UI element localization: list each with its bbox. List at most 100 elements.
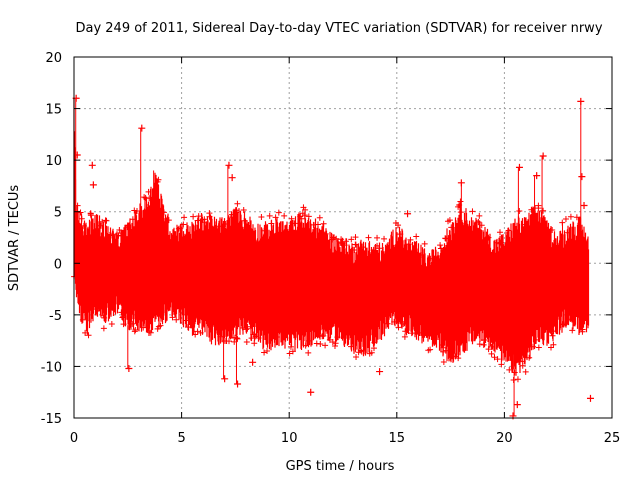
data-point — [120, 321, 127, 328]
data-point — [206, 213, 213, 220]
data-point — [516, 207, 523, 214]
data-point — [497, 240, 504, 247]
axis-ticks: 0 5 10 15 20 25 -15 -10 -5 0 5 10 15 20 — [41, 51, 621, 446]
data-point — [217, 333, 224, 340]
y-tick-label: -10 — [41, 360, 62, 375]
data-point — [281, 212, 288, 219]
data-point — [322, 342, 329, 349]
data-point — [578, 173, 586, 181]
data-point — [302, 342, 309, 349]
data-point — [366, 350, 373, 357]
data-point — [77, 209, 84, 216]
data-point — [243, 339, 250, 346]
data-point — [485, 234, 492, 241]
data-point — [234, 380, 242, 388]
data-point — [455, 203, 462, 210]
data-point — [567, 213, 574, 220]
data-point — [306, 337, 313, 344]
data-point — [286, 350, 293, 357]
data-point — [118, 230, 125, 237]
data-point — [535, 202, 542, 209]
data-point — [421, 240, 428, 247]
data-point — [405, 241, 412, 248]
data-point — [569, 316, 576, 323]
data-point — [513, 401, 521, 409]
data-point — [251, 340, 258, 347]
data-point — [442, 235, 449, 242]
data-point — [305, 349, 312, 356]
data-point — [287, 343, 294, 350]
data-point — [448, 224, 455, 231]
data-point — [291, 220, 298, 227]
data-point — [225, 338, 232, 345]
data-point — [299, 210, 306, 217]
data-point — [353, 353, 360, 360]
data-point — [404, 210, 412, 218]
data-point — [455, 355, 462, 362]
data-point — [134, 208, 141, 215]
data-point — [320, 332, 327, 339]
data-point — [102, 217, 109, 224]
y-tick-label: -5 — [49, 309, 62, 324]
data-point — [374, 234, 381, 241]
data-point — [124, 224, 131, 231]
data-point — [315, 331, 322, 338]
data-point — [400, 320, 407, 327]
data-point — [165, 217, 172, 224]
data-point — [268, 220, 275, 227]
data-point — [300, 204, 307, 211]
data-point — [528, 206, 535, 213]
data-point — [266, 212, 273, 219]
data-point — [348, 343, 355, 350]
data-point — [228, 211, 235, 218]
data-point — [184, 324, 191, 331]
data-point — [505, 227, 512, 234]
data-point — [402, 328, 409, 335]
data-point — [371, 339, 378, 346]
data-point — [457, 198, 464, 205]
data-point — [275, 209, 282, 216]
data-point — [365, 234, 372, 241]
x-tick-label: 20 — [496, 431, 513, 446]
data-point — [131, 207, 138, 214]
x-tick-label: 25 — [604, 431, 621, 446]
data-point — [80, 222, 87, 229]
plot-frame — [73, 56, 613, 419]
data-point — [351, 247, 358, 254]
data-point — [192, 331, 199, 338]
data-point — [248, 335, 255, 342]
data-point — [476, 212, 483, 219]
data-point — [175, 225, 182, 232]
data-point — [110, 231, 117, 238]
data-point — [496, 229, 503, 236]
data-point — [506, 366, 513, 373]
data-point — [79, 316, 86, 323]
data-point — [515, 163, 523, 171]
data-point — [560, 321, 567, 328]
data-point — [384, 320, 391, 327]
data-point — [141, 194, 148, 201]
data-point — [228, 174, 236, 182]
data-point — [348, 236, 355, 243]
data-point — [493, 239, 500, 246]
data-point — [333, 235, 340, 242]
data-point — [332, 340, 339, 347]
data-point — [183, 317, 190, 324]
x-axis-label: GPS time / hours — [286, 459, 395, 474]
data-point — [395, 324, 402, 331]
data-point — [157, 322, 164, 329]
data-point — [533, 172, 541, 180]
data-point — [395, 318, 402, 325]
data-point — [476, 341, 483, 348]
x-tick-label: 15 — [389, 431, 406, 446]
data-point — [407, 236, 414, 243]
y-tick-label: 15 — [45, 103, 62, 118]
data-point — [408, 330, 415, 337]
data-point — [129, 320, 136, 327]
data-point — [376, 368, 384, 376]
data-point — [100, 325, 107, 332]
data-point — [190, 213, 197, 220]
data-point — [519, 358, 526, 365]
data-point — [370, 345, 377, 352]
data-point — [397, 231, 404, 238]
